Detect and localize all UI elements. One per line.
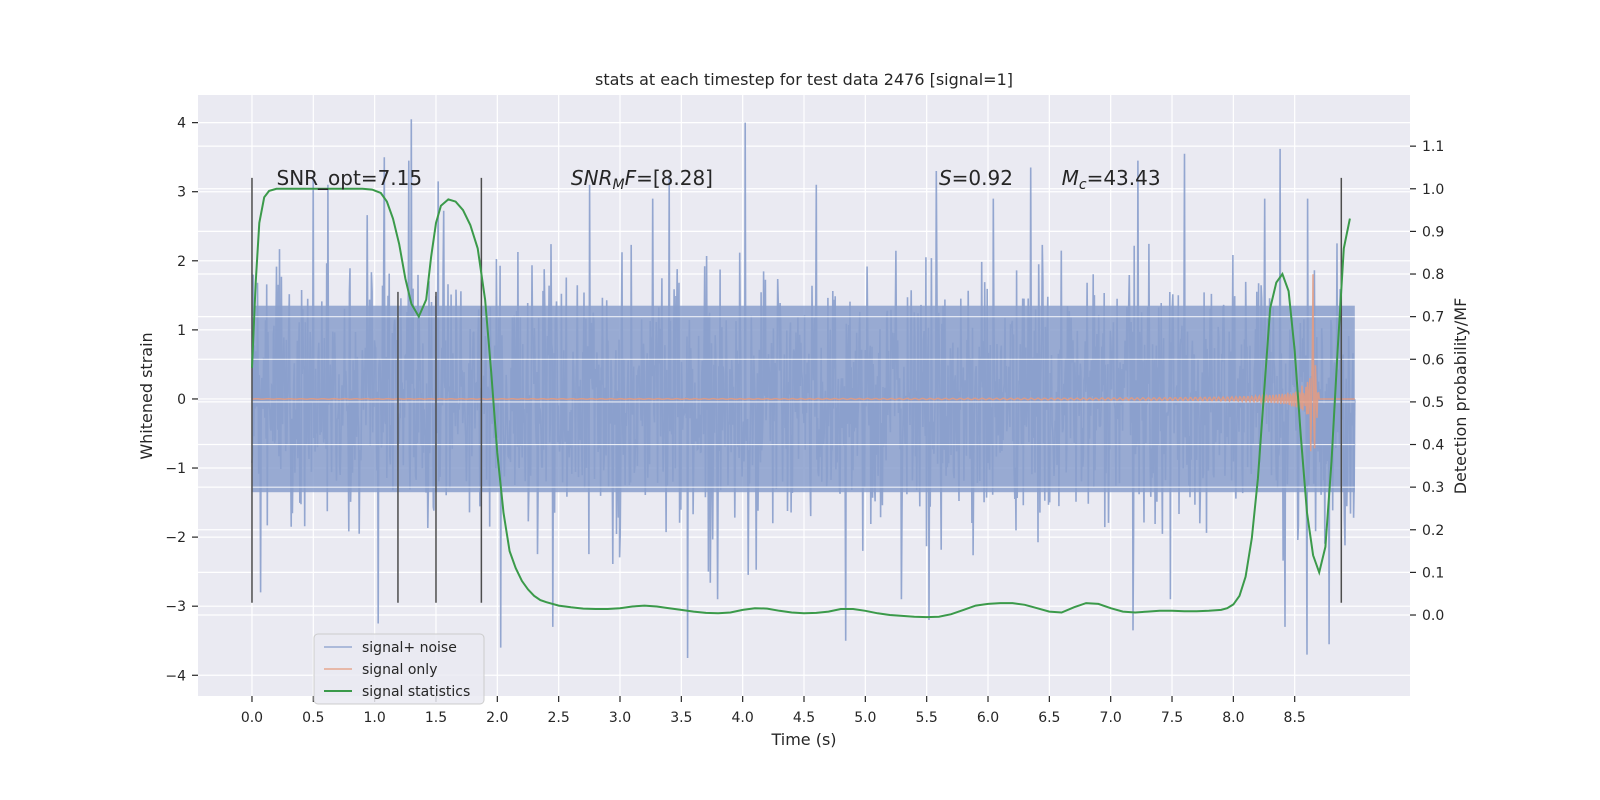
x-tick-label: 4.5: [793, 710, 815, 726]
annotation-part: c: [1079, 177, 1087, 193]
axis-layer: −4 −3 −2 −1 0 1 2 3 4 0.0 0.1 0.2 0.3 0.4 0.5 0.6 0.7 0.8…: [165, 116, 1444, 726]
legend-label: signal statistics: [362, 684, 470, 700]
x-tick-label: 7.5: [1161, 710, 1183, 726]
y-tick-label-left: 1: [177, 323, 186, 339]
x-tick-label: 2.5: [548, 710, 570, 726]
legend: signal+ noise signal only signal statistic…: [313, 633, 485, 705]
annotation-part: M: [612, 177, 624, 193]
annotation-text: SNRMF=[8.28]: [571, 166, 713, 193]
annotation-text: Mc=43.43: [1062, 166, 1161, 193]
y-tick-label-right: 0.6: [1422, 352, 1444, 368]
y-tick-label-right: 1.1: [1422, 139, 1444, 155]
y-tick-label-right: 0.1: [1422, 565, 1444, 581]
x-tick-label: 0.5: [302, 710, 324, 726]
annotation-text: S=0.92: [939, 166, 1013, 190]
annotation-part: =[8.28]: [636, 166, 713, 190]
annotation-layer: SNR_opt=7.15 SNRMF=[8.28] S=0.92 Mc=43.43: [277, 166, 1161, 193]
x-tick-label: 6.0: [977, 710, 999, 726]
annotation-part: SNR_opt=7.15: [277, 166, 423, 190]
y-tick-label-left: −2: [165, 530, 186, 546]
y-tick-label-left: 0: [177, 392, 186, 408]
y-axis-label-left: Whitened strain: [137, 332, 156, 459]
x-tick-label: 3.0: [609, 710, 631, 726]
x-axis-label: Time (s): [770, 730, 836, 749]
y-tick-label-right: 0.0: [1422, 608, 1444, 624]
legend-label: signal only: [362, 662, 437, 678]
annotation-part: F: [625, 166, 637, 190]
legend-box: [313, 633, 485, 705]
chart-title: stats at each timestep for test data 247…: [595, 70, 1013, 89]
annotation-text: SNR_opt=7.15: [277, 166, 423, 190]
x-tick-label: 8.0: [1222, 710, 1244, 726]
x-tick-label: 0.0: [241, 710, 263, 726]
y-tick-label-left: −3: [165, 599, 186, 615]
x-tick-label: 3.5: [670, 710, 692, 726]
y-tick-label-right: 0.9: [1422, 224, 1444, 240]
y-tick-label-right: 1.0: [1422, 182, 1444, 198]
y-tick-label-right: 0.4: [1422, 438, 1444, 454]
annotation-part: =43.43: [1087, 166, 1161, 190]
x-tick-label: 5.0: [854, 710, 876, 726]
y-tick-label-left: −1: [165, 461, 186, 477]
x-tick-label: 4.0: [732, 710, 754, 726]
x-tick-label: 5.5: [916, 710, 938, 726]
annotation-part: SNR: [571, 166, 613, 190]
data-layer: [251, 119, 1356, 659]
y-tick-label-right: 0.2: [1422, 523, 1444, 539]
y-tick-label-right: 0.8: [1422, 267, 1444, 283]
y-tick-label-right: 0.5: [1422, 395, 1444, 411]
series-signal-statistics-line: [251, 187, 1351, 619]
annotation-part: M: [1062, 166, 1079, 190]
annotation-part: S: [939, 166, 952, 190]
y-tick-label-left: 3: [177, 185, 186, 201]
x-tick-label: 2.0: [486, 710, 508, 726]
x-tick-label: 6.5: [1038, 710, 1060, 726]
x-tick-label: 8.5: [1284, 710, 1306, 726]
y-axis-label-right: Detection probability/MF: [1451, 298, 1470, 495]
annotation-part: =0.92: [952, 166, 1013, 190]
x-tick-label: 7.0: [1100, 710, 1122, 726]
y-tick-label-right: 0.7: [1422, 310, 1444, 326]
x-tick-label: 1.5: [425, 710, 447, 726]
y-tick-label-left: −4: [165, 668, 186, 684]
y-tick-label-left: 2: [177, 254, 186, 270]
y-tick-label-left: 4: [177, 116, 186, 132]
legend-label: signal+ noise: [362, 640, 457, 656]
x-tick-label: 1.0: [364, 710, 386, 726]
y-tick-label-right: 0.3: [1422, 480, 1444, 496]
